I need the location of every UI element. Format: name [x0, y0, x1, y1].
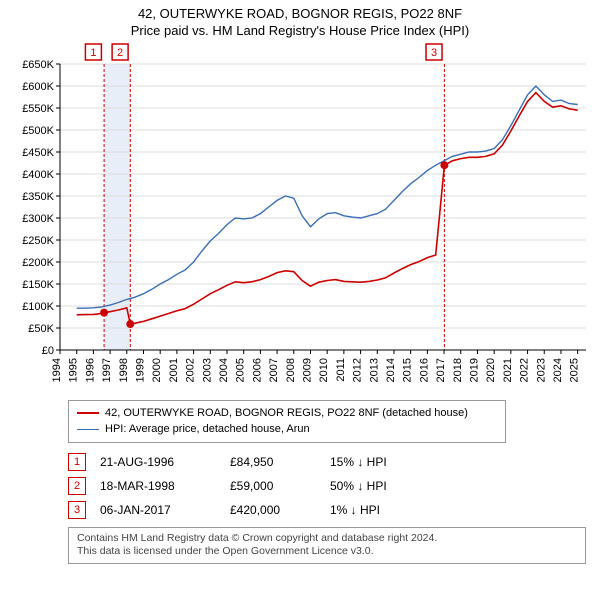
svg-text:2006: 2006: [251, 358, 263, 382]
svg-text:1994: 1994: [51, 358, 63, 382]
sales-table: 1 21-AUG-1996 £84,950 15% ↓ HPI 2 18-MAR…: [68, 453, 592, 519]
sale-date: 18-MAR-1998: [100, 479, 230, 493]
legend-item-hpi: HPI: Average price, detached house, Arun: [77, 421, 497, 438]
marker-number-box: 1: [68, 453, 86, 471]
svg-text:2010: 2010: [318, 358, 330, 382]
table-row: 2 18-MAR-1998 £59,000 50% ↓ HPI: [68, 477, 592, 495]
svg-text:3: 3: [431, 47, 437, 59]
svg-text:1: 1: [90, 47, 96, 59]
svg-text:2025: 2025: [569, 358, 581, 382]
svg-text:£400K: £400K: [22, 169, 54, 181]
svg-text:£600K: £600K: [22, 81, 54, 93]
svg-text:1995: 1995: [68, 358, 80, 382]
svg-text:£300K: £300K: [22, 213, 54, 225]
svg-text:2016: 2016: [418, 358, 430, 382]
sale-delta: 1% ↓ HPI: [330, 503, 440, 517]
svg-text:£650K: £650K: [22, 59, 54, 71]
svg-text:2007: 2007: [268, 358, 280, 382]
svg-text:£250K: £250K: [22, 235, 54, 247]
svg-text:2003: 2003: [201, 358, 213, 382]
chart-area: £0 £50K £100K £150K £200K £250K £300K £350K £400…: [8, 42, 592, 392]
svg-text:2012: 2012: [352, 358, 364, 382]
svg-text:2024: 2024: [552, 358, 564, 382]
svg-text:1996: 1996: [84, 358, 96, 382]
svg-text:1997: 1997: [101, 358, 113, 382]
svg-text:£100K: £100K: [22, 301, 54, 313]
svg-text:£200K: £200K: [22, 257, 54, 269]
svg-text:2001: 2001: [168, 358, 180, 382]
svg-text:2018: 2018: [452, 358, 464, 382]
attribution-footer: Contains HM Land Registry data © Crown c…: [68, 527, 586, 564]
svg-text:£450K: £450K: [22, 147, 54, 159]
svg-text:2014: 2014: [385, 358, 397, 382]
legend-swatch-price-paid: [77, 412, 99, 414]
title-line-1: 42, OUTERWYKE ROAD, BOGNOR REGIS, PO22 8…: [8, 6, 592, 23]
svg-text:2019: 2019: [468, 358, 480, 382]
svg-text:£50K: £50K: [28, 323, 54, 335]
svg-text:2013: 2013: [368, 358, 380, 382]
svg-text:£550K: £550K: [22, 103, 54, 115]
footer-line-2: This data is licensed under the Open Gov…: [77, 545, 577, 559]
svg-text:1999: 1999: [134, 358, 146, 382]
svg-text:2023: 2023: [535, 358, 547, 382]
svg-text:£500K: £500K: [22, 125, 54, 137]
legend-item-price-paid: 42, OUTERWYKE ROAD, BOGNOR REGIS, PO22 8…: [77, 405, 497, 422]
sale-delta: 15% ↓ HPI: [330, 455, 440, 469]
legend-label-hpi: HPI: Average price, detached house, Arun: [105, 421, 310, 438]
svg-text:2004: 2004: [218, 358, 230, 382]
chart-container: 42, OUTERWYKE ROAD, BOGNOR REGIS, PO22 8…: [0, 0, 600, 590]
title-block: 42, OUTERWYKE ROAD, BOGNOR REGIS, PO22 8…: [8, 6, 592, 40]
table-row: 3 06-JAN-2017 £420,000 1% ↓ HPI: [68, 501, 592, 519]
line-chart-svg: £0 £50K £100K £150K £200K £250K £300K £350K £400…: [8, 42, 592, 392]
svg-text:2021: 2021: [502, 358, 514, 382]
svg-text:2000: 2000: [151, 358, 163, 382]
svg-text:£0: £0: [42, 345, 54, 357]
legend-swatch-hpi: [77, 429, 99, 430]
svg-text:1998: 1998: [118, 358, 130, 382]
svg-text:2008: 2008: [285, 358, 297, 382]
svg-text:£350K: £350K: [22, 191, 54, 203]
svg-text:£150K: £150K: [22, 279, 54, 291]
svg-text:2015: 2015: [402, 358, 414, 382]
svg-text:2020: 2020: [485, 358, 497, 382]
svg-text:2005: 2005: [235, 358, 247, 382]
sale-delta: 50% ↓ HPI: [330, 479, 440, 493]
svg-text:2002: 2002: [185, 358, 197, 382]
sale-price: £59,000: [230, 479, 330, 493]
svg-text:2: 2: [117, 47, 123, 59]
sale-date: 06-JAN-2017: [100, 503, 230, 517]
title-line-2: Price paid vs. HM Land Registry's House …: [8, 23, 592, 40]
table-row: 1 21-AUG-1996 £84,950 15% ↓ HPI: [68, 453, 592, 471]
marker-number-box: 2: [68, 477, 86, 495]
sale-price: £420,000: [230, 503, 330, 517]
footer-line-1: Contains HM Land Registry data © Crown c…: [77, 532, 577, 546]
legend-label-price-paid: 42, OUTERWYKE ROAD, BOGNOR REGIS, PO22 8…: [105, 405, 468, 422]
svg-text:2017: 2017: [435, 358, 447, 382]
svg-text:2022: 2022: [519, 358, 531, 382]
sale-date: 21-AUG-1996: [100, 455, 230, 469]
legend: 42, OUTERWYKE ROAD, BOGNOR REGIS, PO22 8…: [68, 400, 506, 443]
sale-price: £84,950: [230, 455, 330, 469]
svg-text:2011: 2011: [335, 358, 347, 382]
svg-text:2009: 2009: [301, 358, 313, 382]
marker-number-box: 3: [68, 501, 86, 519]
